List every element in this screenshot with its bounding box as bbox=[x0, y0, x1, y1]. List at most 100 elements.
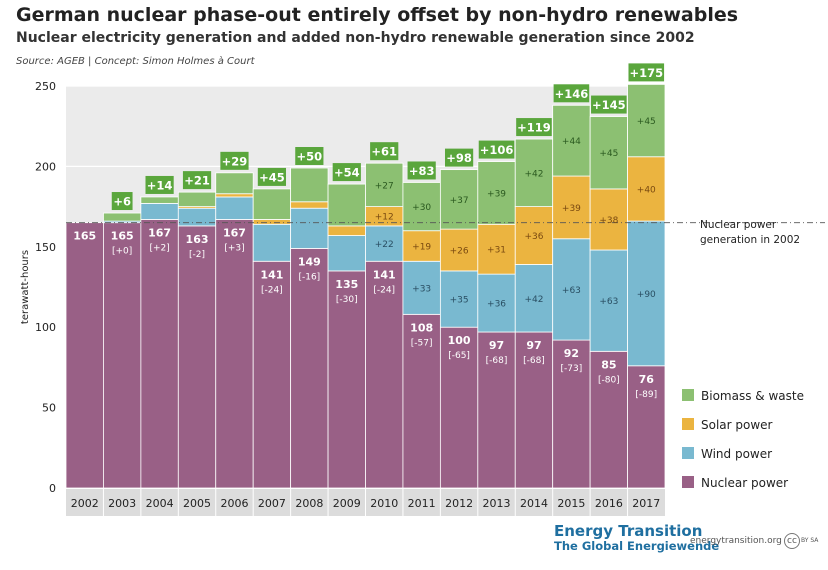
nuclear-value-label: 92 bbox=[564, 347, 579, 360]
segment-label-solar: +31 bbox=[487, 246, 506, 256]
nuclear-change-label: [-30] bbox=[336, 295, 358, 305]
added-total-label: +29 bbox=[222, 154, 248, 168]
segment-label-solar: +26 bbox=[450, 247, 469, 257]
x-tick-label: 2014 bbox=[520, 497, 548, 510]
x-tick-label: 2010 bbox=[370, 497, 398, 510]
x-tick-label: 2007 bbox=[258, 497, 286, 510]
bar-biomass bbox=[215, 172, 254, 195]
x-tick-label: 2013 bbox=[483, 497, 511, 510]
legend-swatch bbox=[682, 447, 694, 459]
nuclear-value-label: 85 bbox=[601, 358, 616, 371]
nuclear-value-label: 167 bbox=[148, 226, 171, 239]
segment-label-solar: +38 bbox=[599, 216, 618, 226]
segment-label-wind: +63 bbox=[562, 286, 581, 296]
legend-swatch bbox=[682, 418, 694, 430]
nuclear-change-label: [-24] bbox=[373, 285, 395, 295]
added-total-badge bbox=[370, 142, 399, 161]
added-total-badge bbox=[220, 151, 249, 170]
x-tick-label: 2017 bbox=[632, 497, 660, 510]
segment-label-wind: +90 bbox=[637, 290, 656, 300]
added-total-label: +146 bbox=[555, 87, 589, 101]
bar-biomass bbox=[103, 212, 142, 222]
bar-solar bbox=[402, 230, 441, 262]
bar-biomass bbox=[177, 191, 217, 208]
bar-biomass bbox=[627, 83, 666, 158]
segment-label-wind: +42 bbox=[524, 295, 543, 305]
segment-label-biomass: +39 bbox=[487, 189, 506, 199]
added-total-label: +119 bbox=[517, 121, 551, 135]
y-tick-label: 50 bbox=[42, 402, 56, 415]
added-total-label: +6 bbox=[113, 195, 131, 209]
brand-logo: Energy Transition The Global Energiewend… bbox=[554, 522, 720, 554]
bar-nuclear bbox=[290, 248, 329, 489]
x-tick-label: 2004 bbox=[146, 497, 174, 510]
nuclear-value-label: 141 bbox=[373, 268, 396, 281]
added-total-badge bbox=[295, 147, 324, 166]
x-tick-label: 2016 bbox=[595, 497, 623, 510]
bar-biomass bbox=[140, 196, 179, 204]
y-tick-label: 150 bbox=[35, 241, 56, 254]
reference-label: generation in 2002 bbox=[700, 234, 800, 246]
bar-nuclear bbox=[140, 219, 179, 489]
added-total-label: +50 bbox=[297, 150, 323, 164]
nuclear-value-label: 76 bbox=[639, 373, 655, 386]
added-total-badge bbox=[182, 171, 212, 190]
x-tick-label: 2011 bbox=[408, 497, 436, 510]
nuclear-change-label: [+0] bbox=[112, 247, 132, 257]
segment-label-solar: +12 bbox=[375, 213, 394, 223]
bar-wind bbox=[177, 207, 217, 227]
segment-label-wind: +22 bbox=[375, 240, 394, 250]
nuclear-value-label: 165 bbox=[73, 230, 96, 243]
segment-label-biomass: +42 bbox=[524, 169, 543, 179]
nuclear-value-label: 97 bbox=[526, 339, 541, 352]
bar-nuclear bbox=[514, 331, 554, 489]
y-tick-label: 250 bbox=[35, 80, 56, 93]
bar-nuclear bbox=[402, 313, 441, 489]
bar-wind bbox=[215, 196, 254, 220]
bar-wind bbox=[327, 235, 366, 272]
x-tick-label: 2005 bbox=[183, 497, 211, 510]
bar-nuclear bbox=[65, 222, 104, 489]
added-total-badge bbox=[257, 167, 287, 186]
added-total-label: +98 bbox=[446, 151, 472, 165]
added-total-badge bbox=[591, 95, 627, 114]
brand-line-2: The Global Energiewende bbox=[554, 539, 720, 554]
x-tick-label: 2012 bbox=[445, 497, 473, 510]
source-note: Source: AGEB | Concept: Simon Holmes à C… bbox=[16, 56, 255, 67]
y-axis-label: terawatt-hours bbox=[20, 250, 31, 324]
nuclear-change-label: [-80] bbox=[598, 375, 620, 385]
nuclear-value-label: 165 bbox=[111, 230, 134, 243]
nuclear-value-label: 141 bbox=[260, 268, 283, 281]
added-total-label: +175 bbox=[629, 66, 663, 80]
x-tick-label: 2008 bbox=[295, 497, 323, 510]
bar-nuclear bbox=[252, 260, 292, 489]
legend-swatch bbox=[682, 389, 694, 401]
nuclear-change-label: [-68] bbox=[523, 356, 545, 366]
added-total-badge bbox=[628, 63, 665, 82]
nuclear-change-label: [-24] bbox=[261, 285, 283, 295]
segment-label-wind: +35 bbox=[450, 296, 469, 306]
chart-title: German nuclear phase-out entirely offset… bbox=[16, 4, 739, 26]
segment-label-biomass: +44 bbox=[562, 137, 581, 147]
segment-label-biomass: +27 bbox=[375, 181, 394, 191]
added-total-badge bbox=[332, 163, 361, 182]
bar-wind bbox=[439, 270, 479, 328]
legend-label: Biomass & waste bbox=[701, 389, 804, 403]
added-total-label: +21 bbox=[184, 174, 210, 188]
bar-solar bbox=[327, 225, 366, 236]
cc-license-icon: cc bbox=[784, 533, 800, 549]
nuclear-value-label: 108 bbox=[410, 321, 433, 334]
x-tick-label: 2015 bbox=[557, 497, 585, 510]
bar-biomass bbox=[290, 167, 329, 203]
added-total-badge bbox=[478, 140, 515, 159]
bar-solar bbox=[552, 175, 591, 240]
bar-nuclear bbox=[439, 326, 479, 489]
segment-label-biomass: +37 bbox=[450, 196, 469, 206]
bar-wind bbox=[402, 260, 441, 315]
added-total-label: +145 bbox=[592, 98, 626, 112]
segment-label-wind: +36 bbox=[487, 300, 506, 310]
bar-wind bbox=[290, 207, 329, 249]
nuclear-value-label: 97 bbox=[489, 339, 504, 352]
added-total-badge bbox=[407, 161, 436, 180]
bar-solar bbox=[589, 188, 628, 251]
